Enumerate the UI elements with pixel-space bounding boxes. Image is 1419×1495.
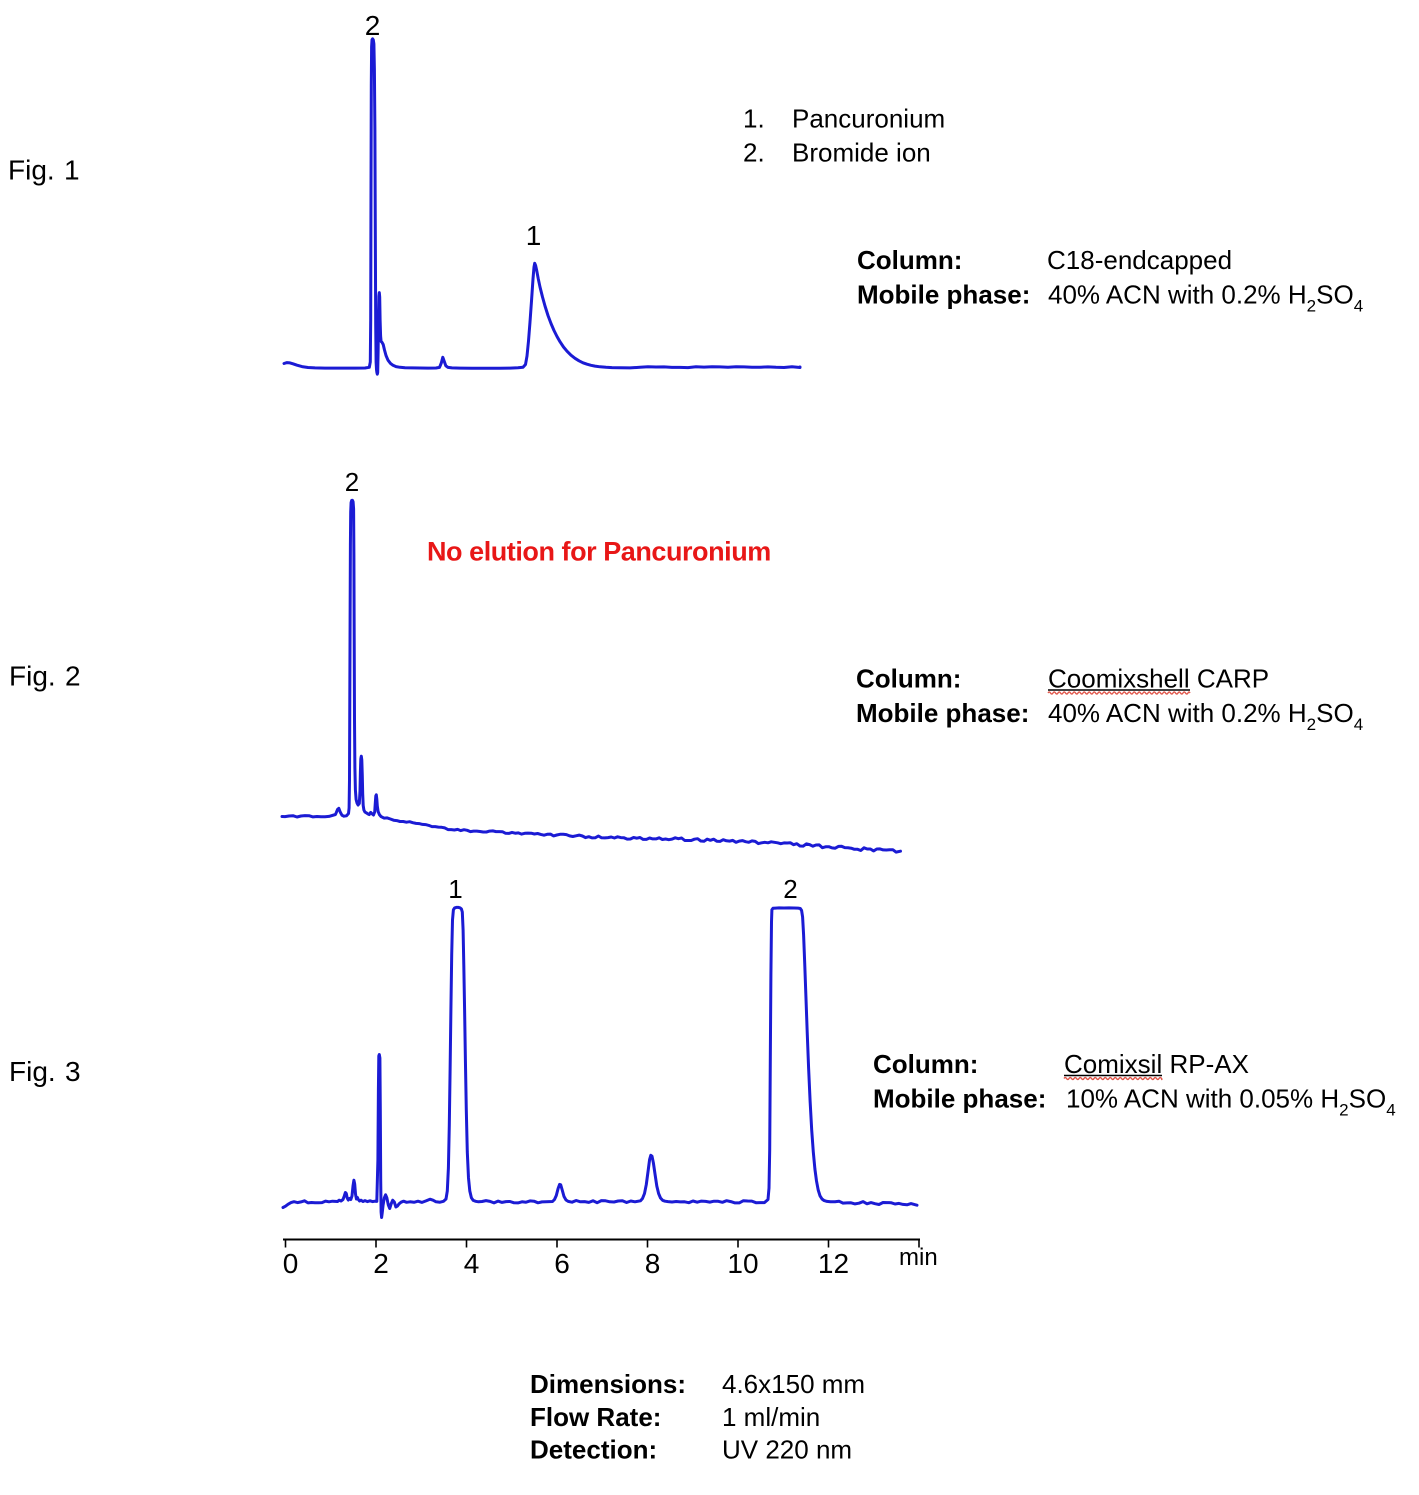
svg-text:6: 6 <box>554 1248 570 1279</box>
svg-text:Coomixshell CARP: Coomixshell CARP <box>1048 664 1269 694</box>
svg-text:2: 2 <box>373 1248 389 1279</box>
svg-text:1 ml/min: 1 ml/min <box>722 1402 820 1432</box>
svg-text:Mobile phase:: Mobile phase: <box>857 280 1030 310</box>
svg-text:Column:: Column: <box>856 664 961 694</box>
svg-text:Dimensions:: Dimensions: <box>530 1369 686 1399</box>
svg-text:2: 2 <box>65 661 81 692</box>
svg-text:12: 12 <box>818 1248 849 1279</box>
svg-text:2: 2 <box>345 467 359 497</box>
svg-text:8: 8 <box>645 1248 661 1279</box>
svg-text:Fig.: Fig. <box>8 155 55 186</box>
svg-text:Fig.: Fig. <box>9 1056 56 1087</box>
svg-text:2.: 2. <box>743 138 765 168</box>
svg-text:Column:: Column: <box>857 245 962 275</box>
svg-text:1: 1 <box>448 874 462 904</box>
svg-text:UV 220 nm: UV 220 nm <box>722 1435 852 1465</box>
svg-text:Mobile phase:: Mobile phase: <box>873 1084 1046 1114</box>
svg-text:Detection:: Detection: <box>530 1435 657 1465</box>
svg-text:Bromide ion: Bromide ion <box>792 138 931 168</box>
svg-text:Flow Rate:: Flow Rate: <box>530 1402 661 1432</box>
svg-text:Fig.: Fig. <box>9 661 56 692</box>
svg-text:4.6x150 mm: 4.6x150 mm <box>722 1369 865 1399</box>
svg-text:Pancuronium: Pancuronium <box>792 104 945 134</box>
svg-text:1.: 1. <box>743 104 765 134</box>
svg-text:2: 2 <box>365 10 381 41</box>
svg-text:Column:: Column: <box>873 1049 978 1079</box>
svg-text:3: 3 <box>65 1056 81 1087</box>
svg-text:min: min <box>899 1244 938 1271</box>
svg-text:1: 1 <box>526 220 542 251</box>
svg-text:0: 0 <box>283 1248 299 1279</box>
svg-text:Comixsil RP-AX: Comixsil RP-AX <box>1064 1049 1249 1079</box>
svg-text:2: 2 <box>783 874 797 904</box>
svg-text:4: 4 <box>464 1248 480 1279</box>
svg-text:1: 1 <box>64 155 80 186</box>
svg-text:Mobile phase:: Mobile phase: <box>856 698 1029 728</box>
svg-text:No elution for Pancuronium: No elution for Pancuronium <box>427 537 771 567</box>
svg-text:C18-endcapped: C18-endcapped <box>1047 245 1232 275</box>
svg-text:10: 10 <box>727 1248 758 1279</box>
